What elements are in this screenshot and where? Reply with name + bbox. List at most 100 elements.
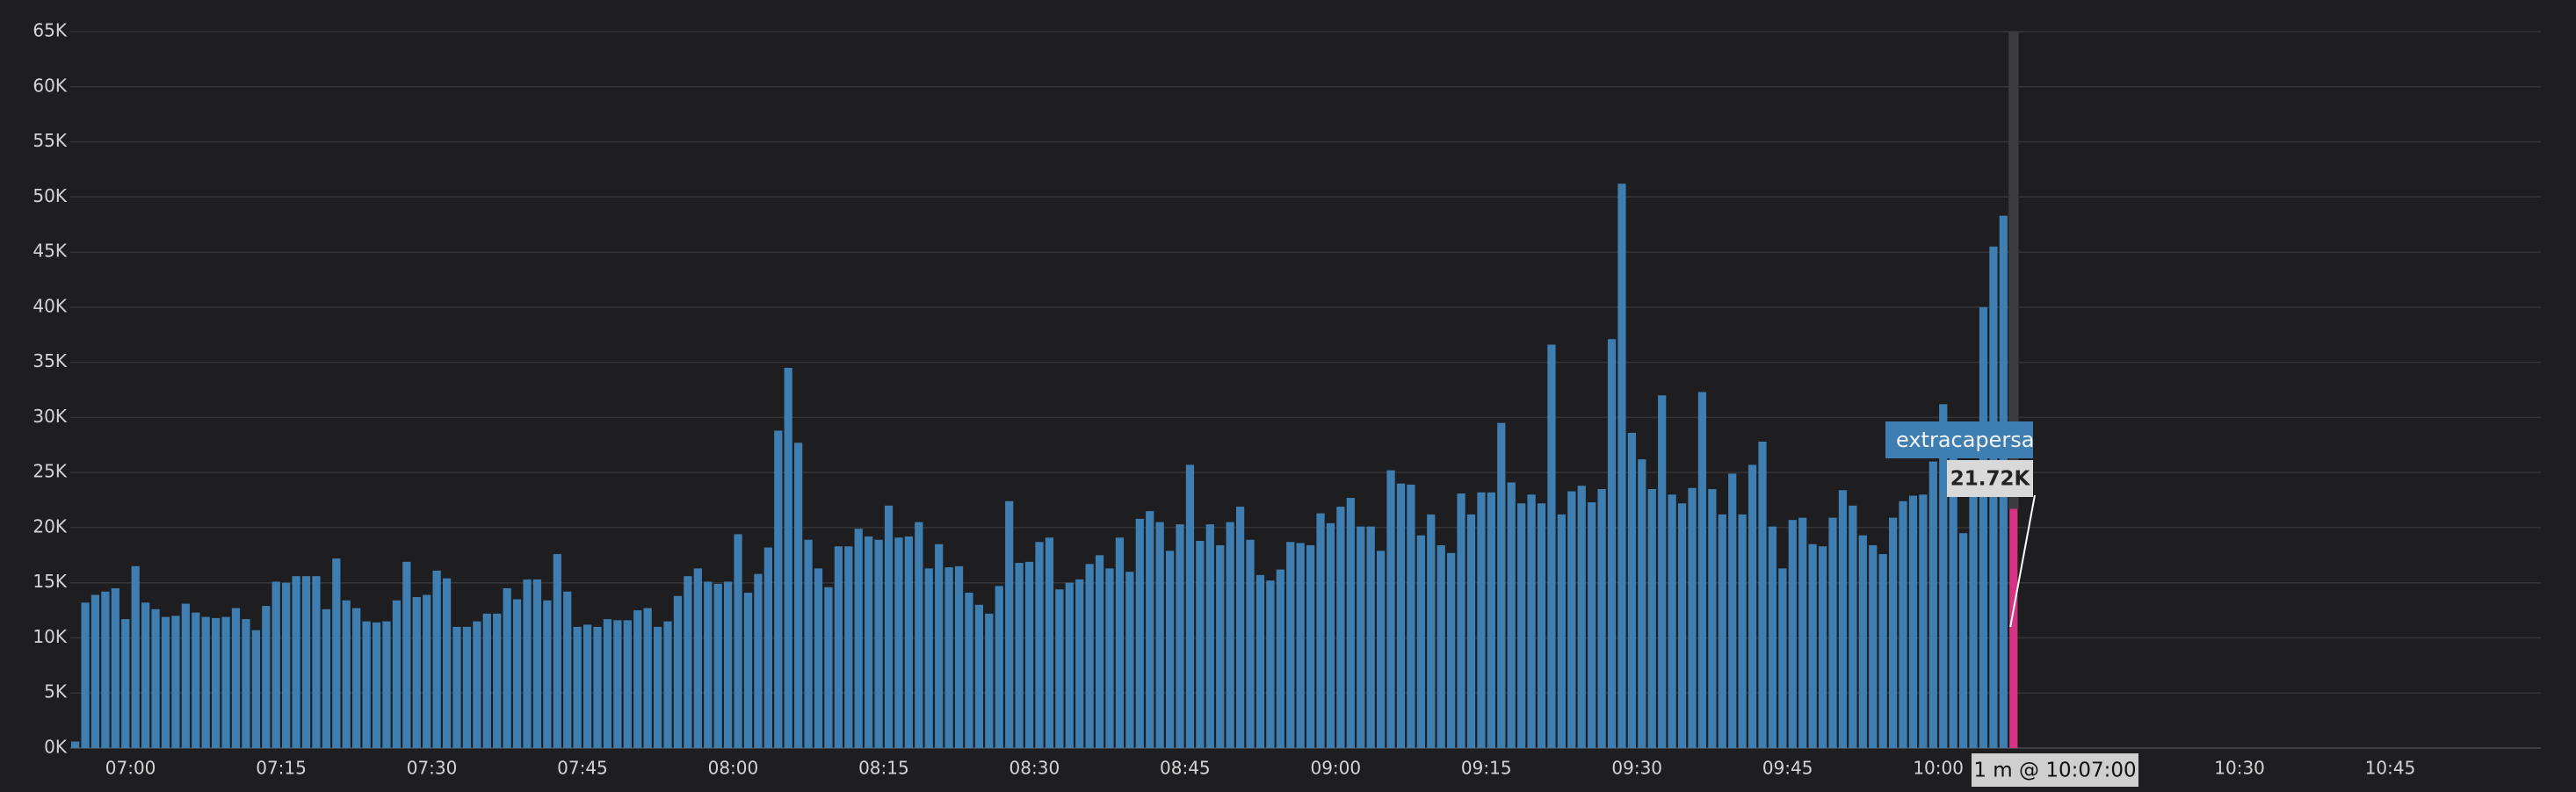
bar[interactable] — [1577, 486, 1586, 748]
bar[interactable] — [452, 626, 461, 748]
bar[interactable] — [1928, 461, 1937, 748]
bar[interactable] — [301, 576, 311, 748]
bar[interactable] — [623, 620, 632, 748]
bar[interactable] — [412, 597, 421, 748]
bar[interactable] — [1316, 513, 1325, 748]
bar[interactable] — [423, 594, 431, 749]
bar[interactable] — [432, 570, 441, 748]
bar[interactable] — [1466, 514, 1476, 748]
bar-highlighted[interactable] — [2009, 508, 2018, 748]
bar[interactable] — [231, 608, 241, 748]
bar[interactable] — [553, 554, 561, 748]
bar[interactable] — [221, 616, 230, 748]
bar[interactable] — [1216, 545, 1225, 748]
bar[interactable] — [251, 630, 260, 748]
bar[interactable] — [1758, 442, 1767, 748]
bar[interactable] — [784, 367, 792, 748]
bar[interactable] — [1326, 522, 1335, 748]
bar[interactable] — [1205, 524, 1214, 748]
bar[interactable] — [271, 581, 280, 748]
bar[interactable] — [613, 620, 622, 748]
bar[interactable] — [111, 587, 119, 748]
bar[interactable] — [1858, 535, 1867, 748]
bar[interactable] — [141, 602, 150, 748]
bar[interactable] — [1597, 488, 1606, 748]
bar[interactable] — [523, 579, 532, 748]
bar[interactable] — [1888, 517, 1898, 748]
bar[interactable] — [332, 558, 341, 748]
bar[interactable] — [1165, 551, 1175, 748]
bar[interactable] — [1075, 579, 1084, 748]
bar[interactable] — [1055, 589, 1064, 748]
bar[interactable] — [201, 616, 210, 748]
bar[interactable] — [362, 621, 371, 748]
bar[interactable] — [392, 600, 402, 748]
bar[interactable] — [1176, 524, 1184, 748]
bar[interactable] — [1617, 184, 1626, 749]
bar[interactable] — [1447, 552, 1456, 748]
bar[interactable] — [1035, 542, 1044, 748]
bar[interactable] — [834, 546, 843, 748]
bar[interactable] — [181, 603, 190, 748]
bar[interactable] — [1115, 537, 1125, 748]
bar[interactable] — [1457, 493, 1465, 748]
bar[interactable] — [1427, 514, 1436, 748]
bar[interactable] — [1989, 246, 1998, 748]
bar[interactable] — [1527, 494, 1536, 748]
bar[interactable] — [734, 534, 742, 748]
bar[interactable] — [704, 581, 713, 748]
bar[interactable] — [1768, 526, 1777, 748]
bar[interactable] — [1296, 543, 1305, 749]
bar[interactable] — [1728, 473, 1737, 748]
bar[interactable] — [743, 592, 753, 748]
bar[interactable] — [1788, 520, 1797, 748]
bar[interactable] — [1849, 505, 1857, 748]
bar[interactable] — [824, 587, 833, 748]
bar[interactable] — [442, 578, 452, 748]
bar[interactable] — [1255, 574, 1265, 748]
bar[interactable] — [171, 616, 180, 748]
bar[interactable] — [1185, 464, 1195, 748]
bar[interactable] — [663, 621, 672, 748]
bar[interactable] — [1135, 518, 1144, 748]
bar[interactable] — [212, 617, 221, 748]
bar[interactable] — [352, 608, 361, 748]
bar[interactable] — [262, 606, 271, 748]
bar[interactable] — [1677, 503, 1687, 748]
bar[interactable] — [1226, 522, 1234, 748]
bar[interactable] — [1377, 551, 1386, 748]
bar[interactable] — [684, 576, 692, 748]
bar[interactable] — [1697, 392, 1707, 748]
bar[interactable] — [1155, 522, 1164, 748]
bar[interactable] — [593, 626, 602, 748]
bar[interactable] — [1015, 563, 1024, 748]
bar[interactable] — [1306, 545, 1315, 748]
bar[interactable] — [904, 536, 913, 748]
bar[interactable] — [1668, 494, 1676, 748]
bar[interactable] — [874, 539, 883, 748]
bar[interactable] — [754, 573, 763, 748]
bar[interactable] — [473, 621, 481, 748]
bar[interactable] — [1346, 498, 1355, 748]
bar[interactable] — [512, 599, 522, 748]
bar[interactable] — [1808, 544, 1817, 748]
bar[interactable] — [974, 604, 984, 748]
bar[interactable] — [462, 626, 472, 748]
bar[interactable] — [1477, 492, 1486, 748]
bar[interactable] — [1005, 500, 1014, 748]
bar[interactable] — [292, 576, 300, 748]
bar[interactable] — [81, 602, 90, 748]
bar[interactable] — [1647, 488, 1656, 748]
bar[interactable] — [935, 544, 944, 748]
bar[interactable] — [1407, 484, 1415, 748]
bar[interactable] — [854, 529, 863, 748]
bar[interactable] — [1357, 526, 1365, 748]
bar[interactable] — [1979, 306, 1988, 748]
bar[interactable] — [372, 622, 381, 748]
bar[interactable] — [482, 613, 491, 748]
bar[interactable] — [1688, 487, 1697, 748]
bar[interactable] — [573, 626, 582, 748]
bar[interactable] — [1266, 580, 1275, 748]
bar[interactable] — [673, 595, 683, 748]
bar[interactable] — [1959, 533, 1968, 748]
